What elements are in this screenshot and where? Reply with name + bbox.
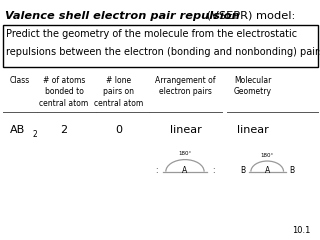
Text: 2: 2 [60,125,68,135]
Text: (VSEPR) model:: (VSEPR) model: [203,11,296,21]
Text: # of atoms
bonded to
central atom: # of atoms bonded to central atom [39,76,89,108]
Text: Class: Class [10,76,30,85]
Text: 0: 0 [115,125,122,135]
Text: A: A [265,166,270,175]
Text: 180°: 180° [178,151,192,156]
Text: # lone
pairs on
central atom: # lone pairs on central atom [94,76,143,108]
Bar [3,25,318,67]
Text: linear: linear [170,125,202,135]
Text: B: B [289,166,294,175]
Text: :: : [212,166,215,175]
Text: B: B [240,166,245,175]
Text: 180°: 180° [260,153,274,158]
Text: 2: 2 [33,130,37,139]
Text: Arrangement of
electron pairs: Arrangement of electron pairs [155,76,216,96]
Text: 10.1: 10.1 [292,226,310,235]
Text: repulsions between the electron (bonding and nonbonding) pairs.: repulsions between the electron (bonding… [6,47,320,57]
Text: linear: linear [237,125,269,135]
Text: A: A [182,166,188,175]
Text: Molecular
Geometry: Molecular Geometry [234,76,272,96]
Text: Predict the geometry of the molecule from the electrostatic: Predict the geometry of the molecule fro… [6,29,298,39]
Text: :: : [155,166,157,175]
Text: Valence shell electron pair repulsion: Valence shell electron pair repulsion [5,11,240,21]
Text: AB: AB [10,125,25,135]
